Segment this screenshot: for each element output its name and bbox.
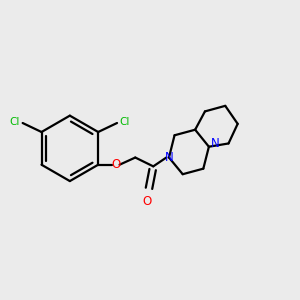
Text: O: O — [142, 195, 152, 208]
Text: N: N — [211, 137, 219, 150]
Text: Cl: Cl — [120, 117, 130, 127]
Text: O: O — [111, 158, 120, 171]
Text: N: N — [165, 151, 173, 164]
Text: Cl: Cl — [10, 117, 20, 127]
